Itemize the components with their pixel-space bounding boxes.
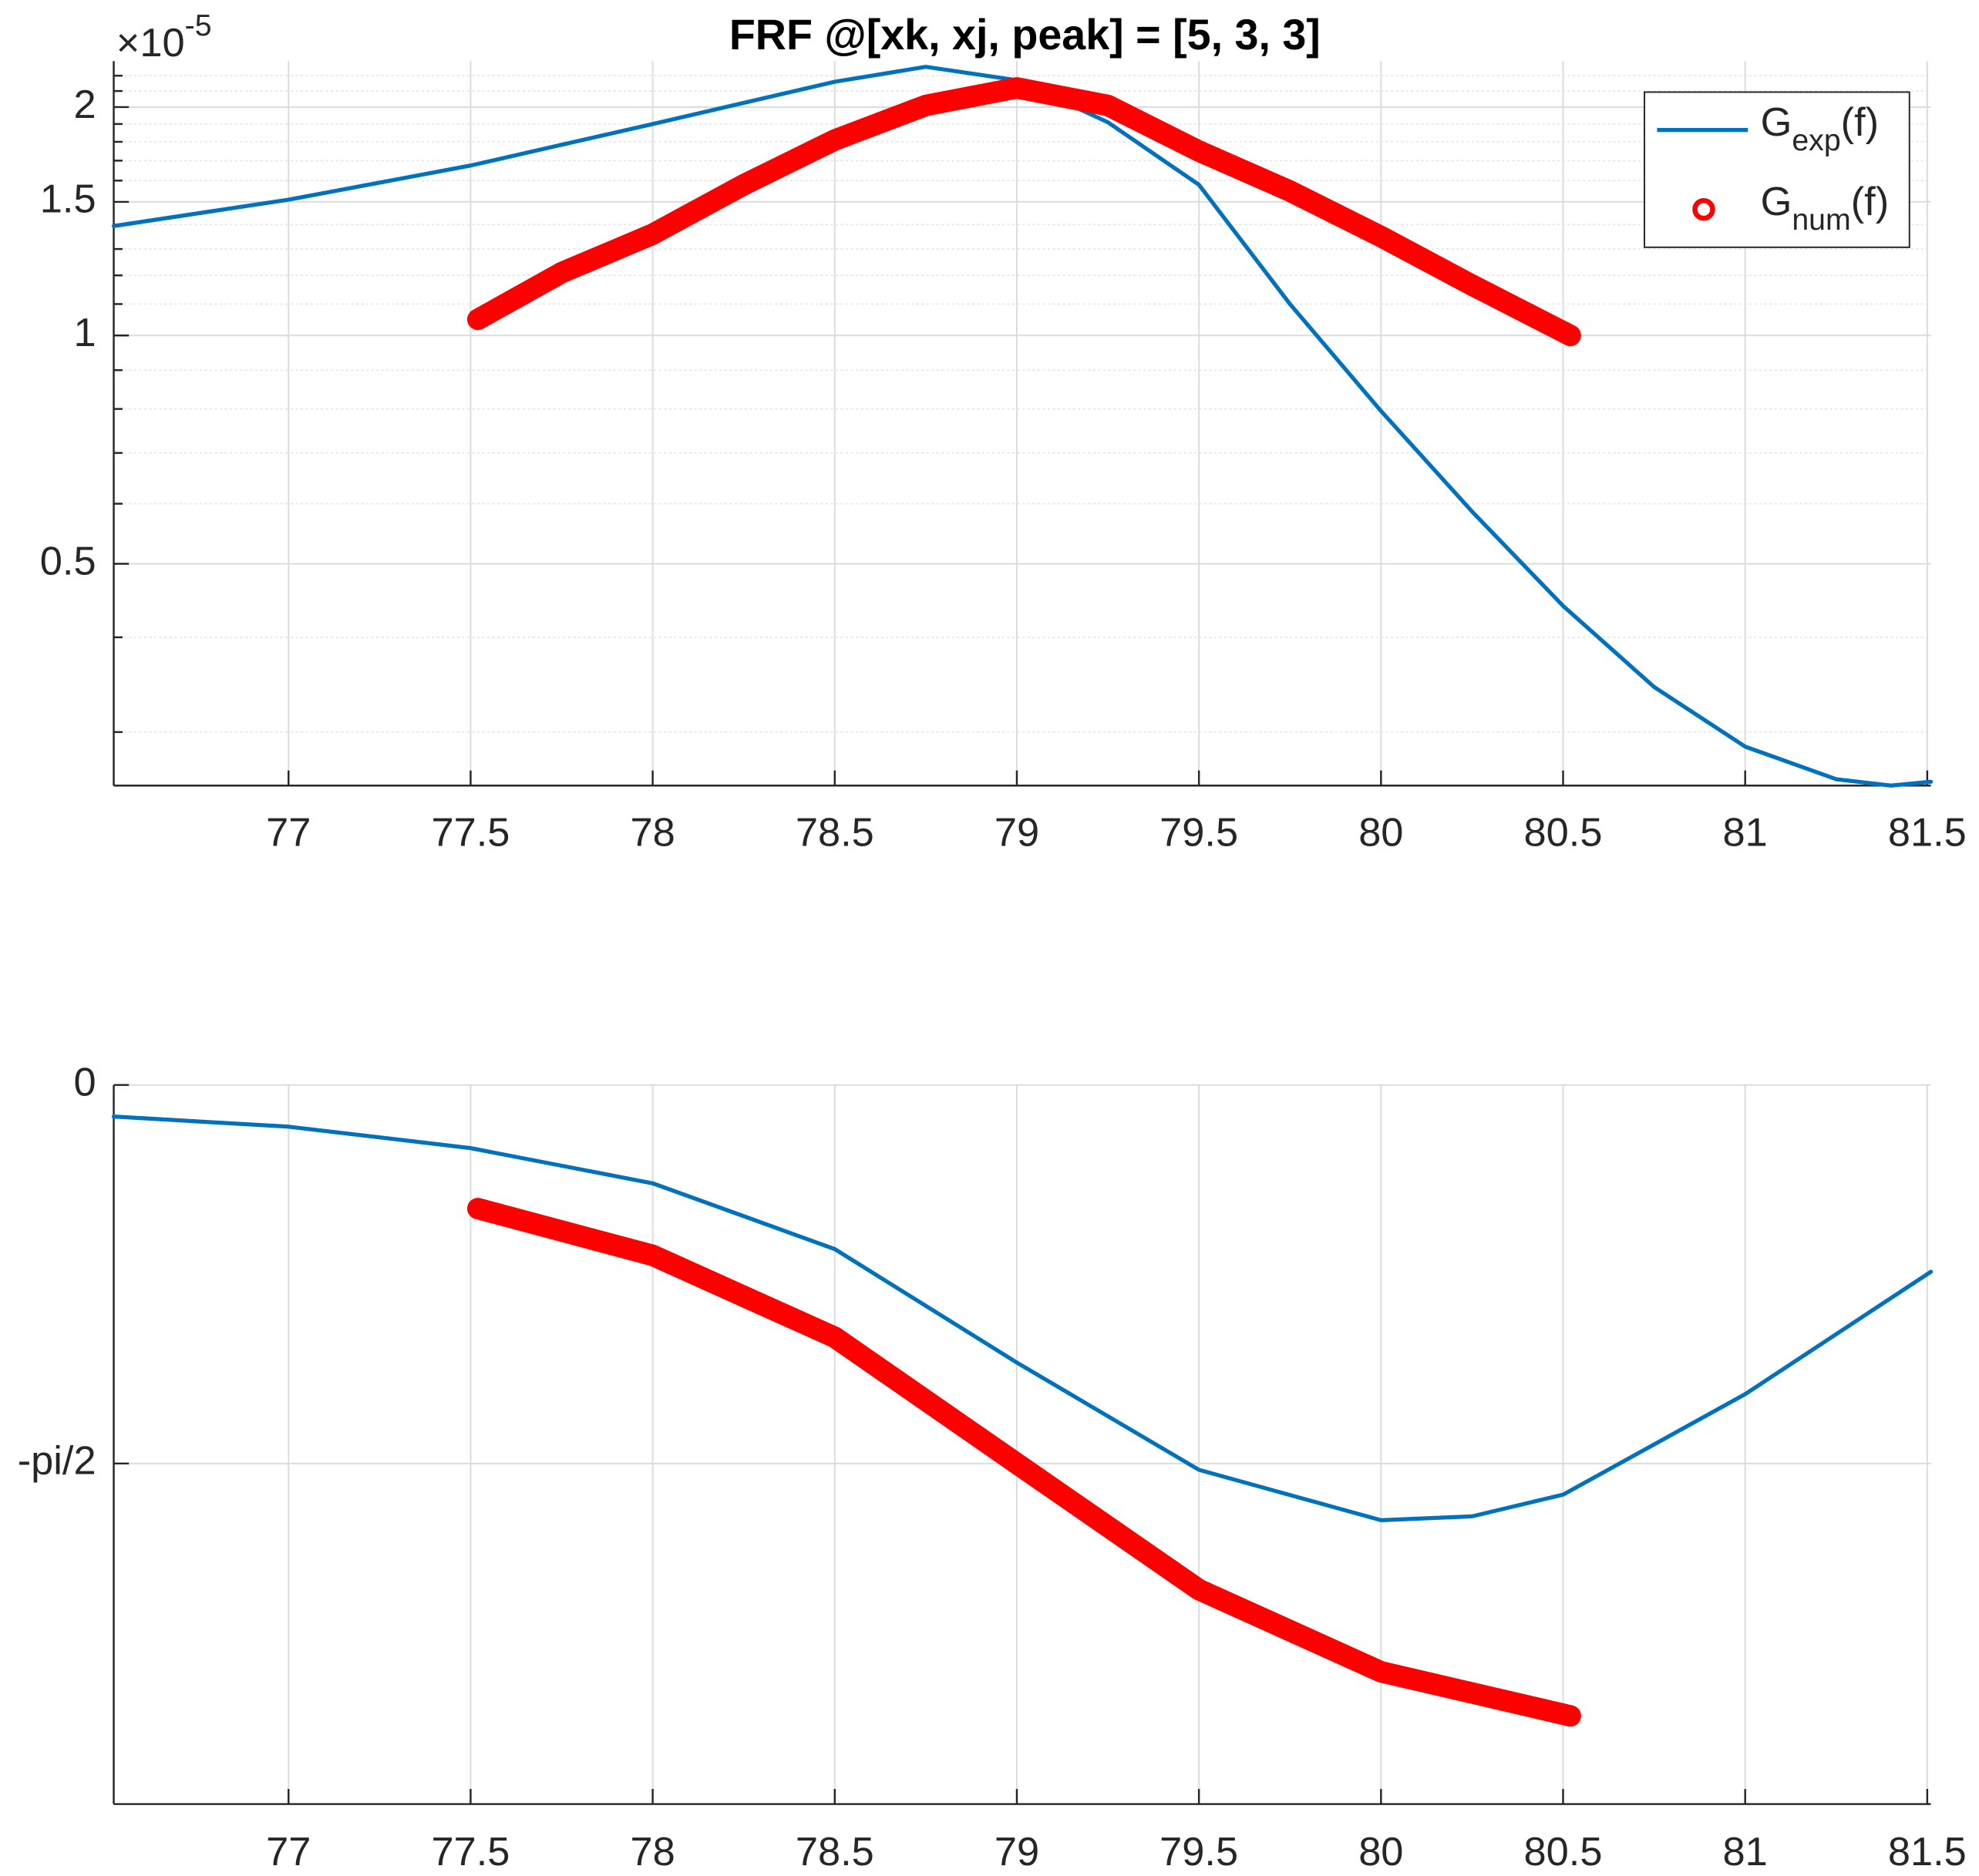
y-tick-label: 0 (73, 1061, 96, 1105)
legend-suffix: (f) (1841, 100, 1879, 145)
legend-base: G (1761, 100, 1792, 145)
legend-box (1644, 91, 1910, 248)
y-multiplier-base: ×10 (116, 21, 185, 66)
x-tick-label: 80.5 (1524, 810, 1603, 855)
marker-line (466, 1198, 1581, 1727)
x-tick-label: 77 (266, 810, 311, 855)
y-multiplier-exponent: -5 (185, 8, 212, 42)
marker-line (466, 77, 1581, 347)
x-tick-label: 77 (266, 1830, 311, 1874)
y-tick-label: 1 (73, 311, 96, 355)
legend-suffix: (f) (1851, 180, 1889, 224)
x-tick-label: 78.5 (796, 810, 874, 855)
y-tick-label: 2 (73, 82, 96, 127)
x-tick-label: 79 (995, 1830, 1039, 1874)
x-tick-label: 80.5 (1524, 1830, 1603, 1874)
line (111, 1115, 1934, 1522)
x-tick-label: 79.5 (1159, 810, 1238, 855)
x-tick-label: 78.5 (796, 1830, 874, 1874)
x-tick-label: 80 (1358, 1830, 1403, 1874)
x-tick-label: 81 (1723, 1830, 1768, 1874)
y-tick-label: -pi/2 (18, 1439, 96, 1484)
x-tick-label: 80 (1358, 810, 1403, 855)
y-tick-label: 0.5 (40, 539, 96, 583)
chart-title: FRF @[xk, xj, peak] = [5, 3, 3] (729, 11, 1321, 59)
legend-subscript: exp (1792, 123, 1840, 157)
legend-label: Gexp(f) (1761, 100, 1879, 157)
x-tick-label: 77.5 (431, 810, 510, 855)
x-tick-label: 81.5 (1888, 1830, 1967, 1874)
legend: Gexp(f)Gnum(f) (1644, 91, 1910, 248)
y-multiplier: ×10-5 (116, 8, 212, 65)
x-tick-label: 81.5 (1888, 810, 1967, 855)
x-tick-label: 77.5 (431, 1830, 510, 1874)
x-tick-label: 79.5 (1159, 1830, 1238, 1874)
line (111, 65, 1934, 788)
legend-base: G (1761, 180, 1792, 224)
legend-marker (1692, 197, 1715, 221)
x-tick-label: 79 (995, 810, 1039, 855)
x-tick-label: 81 (1723, 810, 1768, 855)
y-tick-label: 1.5 (40, 177, 96, 222)
x-tick-label: 78 (630, 810, 675, 855)
legend-subscript: num (1792, 203, 1850, 237)
x-tick-label: 78 (630, 1830, 675, 1874)
legend-label: Gnum(f) (1761, 180, 1890, 237)
